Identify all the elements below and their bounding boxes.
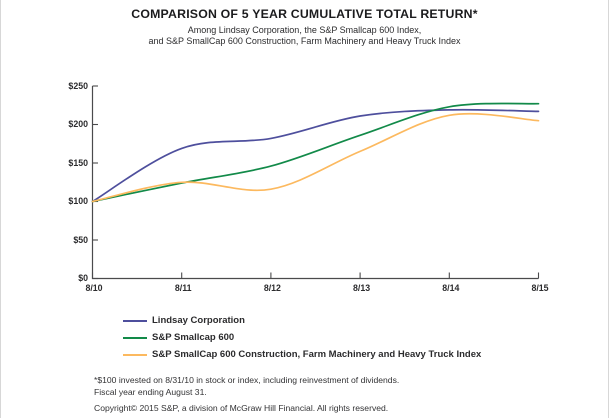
- x-tick-label: 8/11: [174, 283, 192, 293]
- chart-title: COMPARISON OF 5 YEAR CUMULATIVE TOTAL RE…: [131, 7, 478, 21]
- y-tick-label: $100: [68, 196, 88, 207]
- chart-subtitle-line1: Among Lindsay Corporation, the S&P Small…: [187, 24, 422, 35]
- legend-label: S&P SmallCap 600 Construction, Farm Mach…: [152, 349, 482, 360]
- x-tick-label: 8/15: [531, 283, 549, 293]
- series-line-1: [91, 102, 540, 203]
- y-tick-label: $50: [73, 234, 88, 245]
- y-tick-label: $250: [68, 80, 88, 91]
- footnote-invested: *$100 invested on 8/31/10 in stock or in…: [94, 375, 400, 385]
- axis-lines: [91, 86, 539, 280]
- footnotes: *$100 invested on 8/31/10 in stock or in…: [94, 375, 399, 414]
- legend-line-swatch: [123, 336, 147, 339]
- footnote-fiscal-year: Fiscal year ending August 31.: [94, 386, 207, 397]
- legend-item-1: S&P Smallcap 600: [123, 329, 481, 346]
- legend-line-swatch: [123, 353, 147, 356]
- x-tick-label: 8/13: [353, 283, 371, 293]
- legend-item-0: Lindsay Corporation: [123, 312, 481, 329]
- series-line-2: [91, 112, 540, 203]
- chart-legend: Lindsay Corporation S&P Smallcap 600 S&P S…: [123, 312, 481, 363]
- legend-label: S&P Smallcap 600: [152, 332, 235, 343]
- x-tick-label: 8/14: [442, 283, 460, 293]
- footnote-copyright: Copyright© 2015 S&P, a division of McGra…: [94, 402, 389, 413]
- legend-item-2: S&P SmallCap 600 Construction, Farm Mach…: [123, 346, 481, 363]
- y-tick-label: $0: [78, 273, 88, 284]
- legend-label: Lindsay Corporation: [152, 315, 245, 326]
- x-tick-label: 8/12: [263, 283, 281, 293]
- series-line-0: [91, 108, 540, 203]
- legend-line-swatch: [123, 319, 147, 322]
- y-tick-label: $200: [68, 119, 88, 130]
- y-tick-label: $150: [68, 157, 88, 168]
- x-tick-label: 8/10: [85, 283, 103, 293]
- chart-subtitle-line2: and S&P SmallCap 600 Construction, Farm …: [148, 35, 461, 46]
